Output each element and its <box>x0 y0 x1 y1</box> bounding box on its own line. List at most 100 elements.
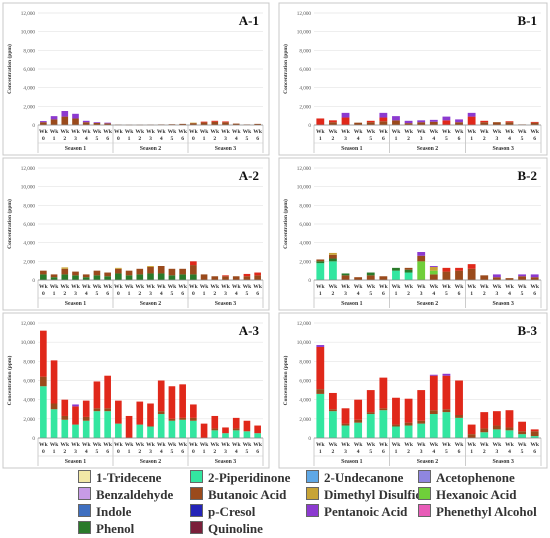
week-prefix-label: Wk <box>232 284 242 290</box>
bar-segment-piperidinone <box>455 417 463 438</box>
bar-segment-butanoic <box>190 123 197 125</box>
bar-segment-piperidinone <box>379 410 388 438</box>
bar-segment-butanoic <box>480 120 489 123</box>
bar-segment-piperidinone <box>341 425 350 438</box>
week-prefix-label: Wk <box>379 129 389 135</box>
bar-segment-butanoic <box>366 412 375 415</box>
bar-segment-butanoic <box>104 408 111 412</box>
bar-segment-butanoic <box>379 117 388 122</box>
week-prefix-label: Wk <box>60 284 70 290</box>
y-tick-label: 8,000 <box>23 203 35 209</box>
bar-segment-butanoic <box>467 116 476 125</box>
y-tick-label: 6,000 <box>299 379 311 385</box>
week-prefix-label: Wk <box>232 442 242 448</box>
week-prefix-label: Wk <box>455 129 465 135</box>
week-number-label: 4 <box>508 136 511 142</box>
bar-segment-pentanoic <box>40 121 47 123</box>
bar-segment-butanoic <box>243 276 251 280</box>
bar-segment-piperidinone <box>417 423 426 438</box>
week-number-label: 6 <box>533 291 536 297</box>
week-prefix-label: Wk <box>379 442 389 448</box>
bar-segment-butanoic <box>136 401 144 425</box>
bar-segment-butanoic <box>530 429 539 432</box>
bar-segment-butanoic <box>480 275 489 280</box>
bar-segment-butanoic <box>254 272 261 276</box>
week-prefix-label: Wk <box>505 129 515 135</box>
bar-segment-butanoic <box>417 420 426 424</box>
legend-label: Butanoic Acid <box>208 487 287 502</box>
y-tick-label: 4,000 <box>23 241 35 247</box>
week-prefix-label: Wk <box>189 284 199 290</box>
bar-segment-pentanoic <box>50 116 58 120</box>
week-number-label: 5 <box>521 136 524 142</box>
week-number-label: 4 <box>85 449 88 455</box>
bar-segment-butanoic <box>392 397 400 425</box>
week-prefix-label: Wk <box>60 442 70 448</box>
bar-segment-butanoic <box>404 398 413 423</box>
bar-segment-piperidinone <box>518 434 526 438</box>
week-number-label: 5 <box>96 449 99 455</box>
week-number-label: 2 <box>407 449 410 455</box>
y-tick-label: 0 <box>308 436 311 442</box>
week-number-label: 6 <box>106 449 109 455</box>
season-label: Season 3 <box>492 301 514 307</box>
week-number-label: 6 <box>533 136 536 142</box>
bar-segment-butanoic <box>392 120 400 125</box>
bar-segment-pentanoic <box>467 112 476 117</box>
bar-segment-butanoic <box>429 410 438 415</box>
week-number-label: 4 <box>160 136 163 142</box>
week-number-label: 5 <box>445 291 448 297</box>
bar-segment-pentanoic <box>530 274 539 278</box>
week-number-label: 5 <box>171 449 174 455</box>
week-prefix-label: Wk <box>146 129 156 135</box>
bar-segment-butanoic <box>211 120 219 122</box>
bar-segment-butanoic <box>455 122 463 125</box>
bar-segment-piperidinone <box>115 423 122 438</box>
bar-segment-butanoic <box>93 381 101 409</box>
bar-segment-butanoic <box>232 123 240 125</box>
week-number-label: 0 <box>192 449 195 455</box>
legend-label: Acetophenone <box>436 470 515 485</box>
week-number-label: 0 <box>192 136 195 142</box>
bar-segment-piperidinone <box>392 270 400 280</box>
bar-segment-butanoic <box>505 427 514 431</box>
week-prefix-label: Wk <box>253 442 263 448</box>
panel-label: A-3 <box>239 323 260 338</box>
y-tick-label: 0 <box>32 123 35 129</box>
week-number-label: 4 <box>160 291 163 297</box>
week-number-label: 1 <box>395 291 398 297</box>
bar-segment-pentanoic <box>104 122 111 124</box>
week-prefix-label: Wk <box>530 284 540 290</box>
bar-segment-butanoic <box>404 267 413 270</box>
week-prefix-label: Wk <box>366 442 376 448</box>
week-prefix-label: Wk <box>125 442 135 448</box>
chart-panel-b-2: Concentration (ppm) 0 2,000 4,000 6,000 8,000… <box>278 157 548 311</box>
bar-segment-butanoic <box>61 399 69 416</box>
bar-segment-butanoic <box>147 266 154 274</box>
panel-frame <box>2 2 270 156</box>
bar-segment-butanoic <box>530 277 539 280</box>
week-prefix-label: Wk <box>530 442 540 448</box>
week-number-label: 0 <box>42 291 45 297</box>
week-prefix-label: Wk <box>253 284 263 290</box>
week-number-label: 2 <box>332 449 335 455</box>
bar-segment-butanoic <box>179 417 186 420</box>
week-number-label: 6 <box>256 449 259 455</box>
y-tick-label: 4,000 <box>23 398 35 404</box>
week-prefix-label: Wk <box>178 442 188 448</box>
bar-segment-butanoic <box>530 121 539 123</box>
y-tick-label: 10,000 <box>297 340 312 346</box>
legend-swatch <box>190 504 203 517</box>
week-prefix-label: Wk <box>39 129 49 135</box>
week-number-label: 6 <box>256 136 259 142</box>
bar-segment-piperidinone <box>429 414 438 438</box>
bar-segment-phenol <box>40 274 47 280</box>
week-prefix-label: Wk <box>221 129 231 135</box>
bar-segment-piperidinone <box>404 425 413 438</box>
week-prefix-label: Wk <box>329 442 339 448</box>
week-number-label: 3 <box>149 136 152 142</box>
week-number-label: 2 <box>63 449 66 455</box>
week-prefix-label: Wk <box>392 284 402 290</box>
week-prefix-label: Wk <box>429 284 439 290</box>
bar-segment-butanoic <box>136 268 144 275</box>
